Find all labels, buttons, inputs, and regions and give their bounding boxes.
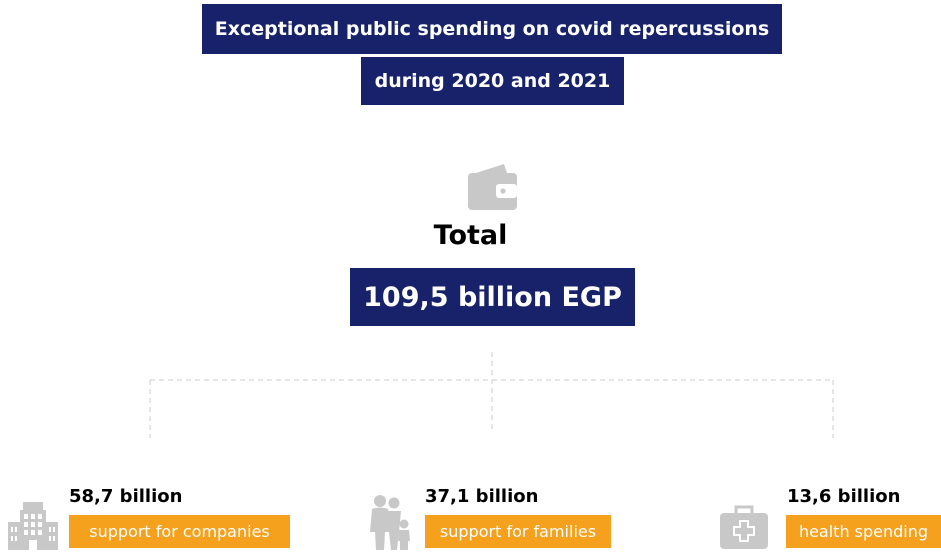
total-value: 109,5 billion EGP xyxy=(350,268,635,326)
label-health-spending: health spending xyxy=(786,515,941,548)
label-support-for-companies: support for companies xyxy=(69,515,290,548)
amount-health: 13,6 billion xyxy=(787,486,901,507)
amount-companies: 58,7 billion xyxy=(69,486,183,507)
amount-families: 37,1 billion xyxy=(425,486,539,507)
title-line-1: Exceptional public spending on covid rep… xyxy=(202,4,782,54)
connector-lines xyxy=(149,352,834,438)
family-icon xyxy=(370,495,410,550)
wallet-icon xyxy=(468,164,517,210)
total-label: Total xyxy=(433,220,508,251)
title-line-2: during 2020 and 2021 xyxy=(361,57,624,105)
medical-kit-icon xyxy=(720,505,768,549)
label-support-for-families: support for families xyxy=(425,515,611,548)
building-icon xyxy=(8,502,58,550)
